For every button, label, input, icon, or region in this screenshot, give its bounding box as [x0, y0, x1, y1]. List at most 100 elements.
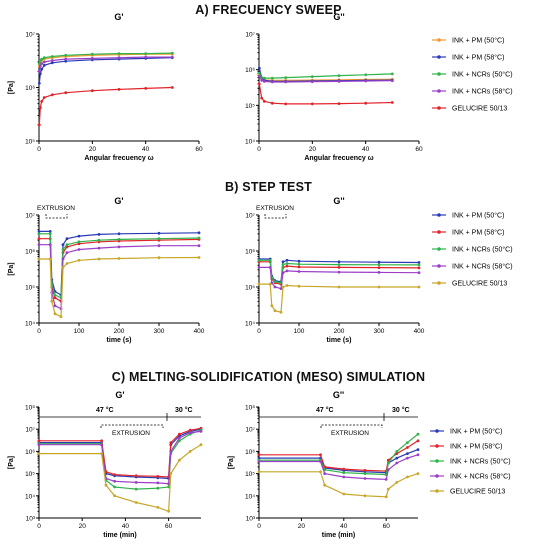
legend-label: GELUCIRE 50/13 [450, 489, 505, 496]
data-point [97, 246, 101, 250]
legend-swatch-marker [437, 247, 441, 251]
x-axis-label: time (s) [107, 337, 132, 344]
y-tick-label: 10⁷ [25, 213, 35, 220]
data-point [337, 102, 341, 105]
data-point [169, 450, 173, 453]
data-point [178, 436, 181, 440]
data-point [53, 296, 57, 300]
data-point [337, 270, 341, 274]
x-axis-label: time (s) [327, 337, 352, 344]
panel-a-gprime: 10⁵ 10⁶ 10⁷ 0 20 40 60 G' Angular frecuency ω [Pa… [8, 12, 203, 162]
panel-title: G'' [333, 390, 344, 400]
data-point [386, 487, 390, 491]
legend-swatch-marker [437, 230, 441, 234]
meso-annotation-c2: 47 °C 30 °C EXTRUSION [259, 406, 418, 437]
data-point [188, 428, 192, 432]
legend-swatch-marker [435, 429, 439, 433]
data-point [167, 509, 171, 513]
legend: INK + PM (50°C) INK + PM (58°C) INK + NCRs… [432, 37, 513, 113]
data-point [37, 443, 41, 447]
legend-swatch-marker [435, 444, 439, 448]
data-point [53, 312, 57, 316]
data-point [386, 458, 390, 462]
data-point [117, 245, 121, 249]
data-point [310, 102, 314, 106]
data-point [257, 460, 261, 463]
data-point [199, 430, 203, 433]
legend-item: INK + NCRs (50°C) [432, 71, 513, 79]
panel-a-gdoubleprime: 10⁴ 10⁵ 10⁶ 10⁷ 0 20 40 60 G'' Angular frecuency … [245, 12, 513, 162]
data-point [337, 260, 341, 264]
y-tick-label: 10⁷ [25, 427, 35, 434]
legend-swatch-marker [435, 459, 439, 463]
series-3 [257, 453, 420, 481]
series-line [39, 444, 202, 513]
y-axis-label: [Pa] [8, 262, 15, 275]
y-tick-label: 10⁶ [25, 449, 35, 456]
series-4 [37, 443, 203, 513]
x-tick-label: 0 [37, 328, 41, 335]
data-point [38, 72, 42, 76]
panel-b-gdoubleprime: 10⁴ 10⁵ 10⁶ 10⁷ 0 100 200 300 400 G'' time (s) INK … [245, 196, 513, 344]
legend-swatch-marker [435, 474, 439, 478]
data-point [416, 448, 420, 451]
data-point [156, 486, 160, 490]
data-point [268, 258, 272, 262]
data-point [134, 481, 138, 484]
series-3 [37, 430, 203, 486]
data-point [262, 99, 266, 103]
data-point [37, 237, 41, 241]
data-point [40, 67, 44, 71]
x-axis-label: time (min) [322, 532, 355, 539]
data-point [279, 287, 283, 290]
data-point [134, 501, 138, 504]
data-point [104, 483, 108, 487]
series-4 [37, 256, 201, 319]
data-point [285, 262, 289, 265]
data-point [268, 266, 272, 269]
extrusion-bracket [100, 424, 164, 428]
data-point [197, 256, 201, 259]
x-tick-label: 0 [257, 146, 261, 153]
data-point [262, 80, 266, 83]
data-point [113, 473, 116, 476]
y-tick-label: 10⁷ [245, 427, 255, 434]
legend-item: INK + PM (50°C) [432, 212, 504, 220]
data-point [169, 472, 173, 475]
data-point [257, 66, 261, 70]
legend-label: INK + NCRs (58°C) [450, 473, 511, 481]
data-point [257, 453, 261, 457]
x-tick-label: 40 [362, 146, 370, 153]
legend-item: INK + PM (58°C) [432, 54, 504, 62]
legend-label: INK + PM (50°C) [452, 37, 504, 45]
data-point [297, 284, 301, 288]
data-point [37, 62, 41, 65]
y-tick-label: 10⁶ [245, 67, 255, 74]
panel-title: G' [114, 12, 123, 22]
series-line [38, 56, 173, 72]
data-point [323, 483, 327, 487]
data-point [53, 304, 57, 308]
legend-label: INK + PM (58°C) [452, 229, 504, 237]
data-point [337, 74, 341, 77]
data-point [40, 62, 44, 65]
data-point [170, 86, 174, 89]
data-point [273, 309, 277, 313]
section-title-b: B) STEP TEST [225, 180, 312, 194]
data-point [178, 458, 181, 462]
data-point [279, 310, 283, 314]
data-point [417, 263, 421, 267]
data-point [156, 475, 160, 478]
series-line [39, 256, 200, 318]
data-point [77, 248, 81, 251]
data-point [364, 79, 368, 83]
legend-swatch-marker [437, 264, 441, 268]
data-point [363, 472, 367, 475]
panel-title: G' [114, 196, 123, 206]
data-point [134, 474, 138, 478]
x-tick-label: 40 [122, 523, 130, 530]
legend: INK + PM (50°C) INK + PM (58°C) INK + NCRs… [432, 212, 513, 288]
extrusion-bracket [320, 424, 383, 428]
data-point [169, 441, 173, 444]
data-point [37, 232, 41, 236]
